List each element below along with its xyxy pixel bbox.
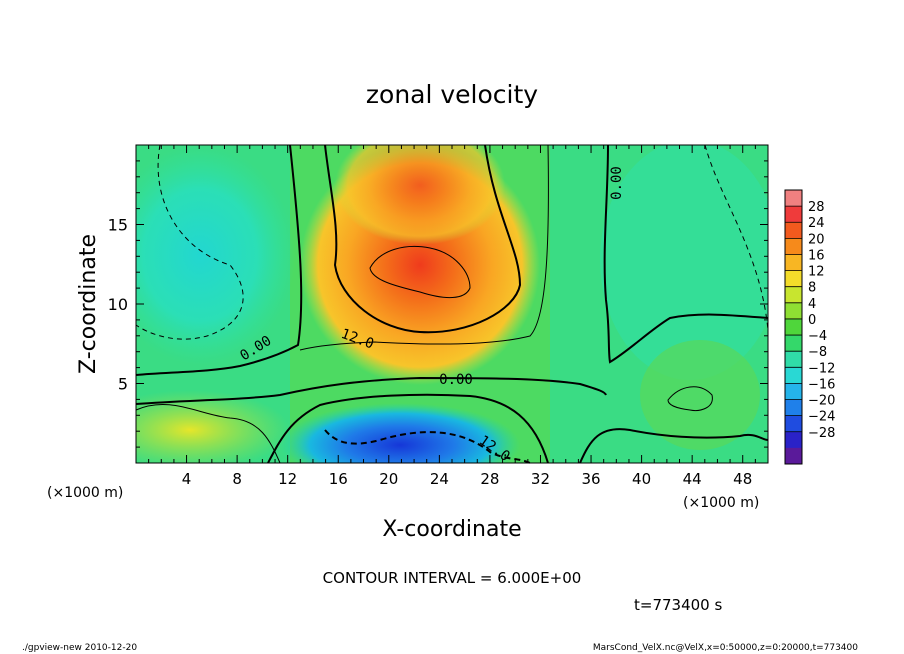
colorbar-swatch (785, 318, 802, 336)
contour-zero-upper (135, 144, 303, 376)
x-tick-label: 36 (581, 470, 600, 488)
colorbar-swatch (785, 367, 802, 384)
contour-zero-bottom (267, 393, 549, 464)
contour-twelve-inner (369, 245, 471, 298)
right-negative-region (600, 145, 768, 380)
jet-upper-tail (335, 145, 505, 245)
heatmap-field (136, 145, 768, 463)
chart-title: zonal velocity (366, 80, 538, 109)
colorbar-label: 4 (808, 297, 816, 312)
colorbar-swatch (785, 447, 802, 465)
contour-label: 0.00 (609, 166, 625, 200)
footer-left: ./gpview-new 2010-12-20 (22, 643, 137, 653)
colorbar-swatch (785, 190, 802, 207)
y-tick-label: 10 (108, 295, 128, 314)
x-tick-label: 48 (733, 470, 752, 488)
colorbar-swatch (785, 351, 802, 368)
time-stamp: t=773400 s (634, 596, 722, 614)
contour-interval: CONTOUR INTERVAL = 6.000E+00 (323, 569, 582, 587)
colorbar-label: 24 (808, 216, 825, 231)
x-tick-label: 40 (632, 470, 651, 488)
colorbar-swatch (785, 383, 802, 401)
colorbar-swatch (785, 302, 802, 320)
x-tick-label: 4 (182, 470, 192, 488)
contour-lower-right-loop (667, 386, 713, 411)
left-negative-region (136, 145, 295, 365)
x-unit-right: (×1000 m) (683, 495, 759, 511)
colorbar-label: 12 (808, 265, 825, 280)
x-unit-left: (×1000 m) (47, 485, 123, 501)
x-tick-label: 32 (531, 470, 550, 488)
x-ticks: 4 8 12 16 20 24 28 32 36 40 44 48 (135, 145, 769, 488)
colorbar-frame (784, 189, 803, 465)
contours (135, 144, 769, 464)
colorbar-label: 0 (808, 313, 816, 328)
colorbar-label: 20 (808, 232, 825, 247)
contour-zero-lower (135, 376, 607, 405)
colorbar-swatch (785, 335, 802, 352)
colorbar-label: −12 (808, 361, 835, 376)
contour-bottom-right-wiggle (579, 428, 769, 464)
colorbar-label: −20 (808, 394, 835, 409)
bottom-minimum (280, 403, 520, 463)
contour-negative-six-left (135, 144, 244, 340)
contour-negative-twelve-bottom (324, 429, 531, 464)
contour-labels: 0.00 12.0 0.00 0.00 12.0 (237, 166, 625, 465)
colorbar-label: −16 (808, 377, 835, 392)
colorbar-label: 16 (808, 248, 825, 263)
y-ticks: 5 10 15 (108, 144, 768, 464)
y-tick-label: 15 (108, 216, 128, 235)
colorbar-swatch (785, 286, 802, 304)
colorbar-swatch (785, 254, 802, 272)
x-axis-label: X-coordinate (382, 517, 521, 542)
x-tick-label: 12 (278, 470, 297, 488)
contour-zero-jet-edge (324, 144, 522, 334)
x-tick-label: 28 (480, 470, 499, 488)
colorbar-swatch (785, 431, 802, 449)
colorbar-swatch (785, 222, 802, 239)
footer-right: MarsCond_VelX.nc@VelX,x=0:50000,z=0:2000… (593, 643, 858, 653)
colorbar-label: −24 (808, 410, 835, 425)
colorbar-swatch (785, 270, 802, 288)
colorbar-label: 8 (808, 281, 816, 296)
contour-zero-right (603, 144, 769, 364)
x-tick-label: 8 (232, 470, 242, 488)
x-tick-label: 44 (683, 470, 702, 488)
colorbar-label: 28 (808, 200, 825, 215)
y-axis-label: Z-coordinate (76, 234, 101, 374)
colorbar-label: −28 (808, 426, 835, 441)
x-tick-label: 20 (379, 470, 398, 488)
colorbar-swatch (785, 238, 802, 255)
contour-twelve-label-line (299, 144, 549, 351)
contour-negative-six-right (704, 144, 769, 331)
colorbar-swatch (785, 415, 802, 433)
x-tick-label: 16 (329, 470, 348, 488)
x-tick-label: 24 (430, 470, 449, 488)
colorbar-label: −8 (808, 345, 827, 360)
colorbar-label: −4 (808, 329, 827, 344)
contour-six-left (135, 403, 281, 464)
colorbar-swatch (785, 206, 802, 223)
contour-label: 0.00 (439, 372, 473, 388)
colorbar-swatch (785, 399, 802, 417)
bottom-left-positive (136, 390, 290, 463)
lower-right-positive (640, 340, 760, 450)
y-tick-label: 5 (118, 375, 128, 394)
